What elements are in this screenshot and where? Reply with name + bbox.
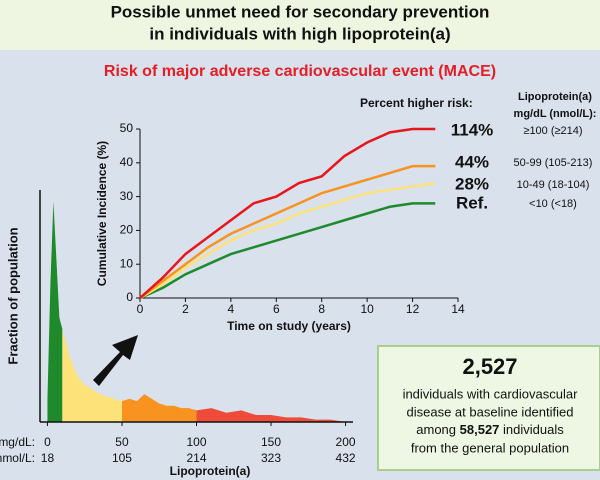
x-tick-label: 0 <box>44 435 51 449</box>
risk-label: 44% <box>455 152 489 171</box>
header-title: Possible unmet need for secondary preven… <box>111 2 490 21</box>
series-line <box>139 127 436 299</box>
x-tick-label: 6 <box>273 302 280 316</box>
info-box <box>377 345 600 471</box>
header-title: in individuals with high lipoprotein(a) <box>149 24 450 43</box>
legend-entry: 10-49 (18-104) <box>517 179 590 191</box>
distribution-area <box>62 329 122 422</box>
x-tick-label-nmol: 105 <box>112 451 132 465</box>
risk-label: Ref. <box>456 193 488 212</box>
x-tick-label: 150 <box>261 435 281 449</box>
y-tick-label: 10 <box>120 256 134 270</box>
x-tick-label: 4 <box>228 302 235 316</box>
x-tick-label: 100 <box>186 435 206 449</box>
x-tick-label-nmol: 432 <box>336 451 356 465</box>
legend-title: Lipoprotein(a) <box>518 91 592 103</box>
legend-heading: Percent higher risk: <box>360 96 473 110</box>
distribution-area <box>121 394 197 422</box>
info-number: 2,527 <box>462 354 517 379</box>
info-number-inline: 58,527 <box>460 422 500 437</box>
arrow <box>93 335 138 386</box>
x-axis-label: Lipoprotein(a) <box>170 464 251 478</box>
x-tick-label: 12 <box>406 302 420 316</box>
risk-label: 114% <box>451 120 494 139</box>
x-tick-label-nmol: 214 <box>186 451 206 465</box>
y-tick-label: 30 <box>120 189 134 203</box>
distribution-area <box>196 408 346 422</box>
y-axis-label: Cumulative Incidence (%) <box>95 141 109 286</box>
x-tick-label: 50 <box>115 435 129 449</box>
legend-entry: 50-99 (105-213) <box>514 157 593 169</box>
info-text: from the general population <box>411 440 569 455</box>
distribution-area <box>47 201 63 422</box>
x-tick-label-nmol: 18 <box>41 451 55 465</box>
y-tick-label: 40 <box>120 155 134 169</box>
legend-entry: ≥100 (≥214) <box>523 125 582 137</box>
header-band <box>0 0 600 50</box>
x-tick-label: 2 <box>182 302 189 316</box>
y-axis-label: Fraction of population <box>5 227 20 364</box>
x-tick-label: 10 <box>360 302 374 316</box>
series-line <box>139 202 436 300</box>
chart-title: Risk of major adverse cardiovascular eve… <box>104 63 496 80</box>
y-tick-label: 50 <box>120 121 134 135</box>
x-unit-label: mg/dL: <box>0 435 35 449</box>
x-unit-label: nmol/L: <box>0 451 35 465</box>
y-tick-label: 0 <box>126 290 133 304</box>
series-line <box>139 164 436 300</box>
y-tick-label: 20 <box>120 223 134 237</box>
x-tick-label-nmol: 323 <box>261 451 281 465</box>
info-text: individuals with cardiovascular <box>403 386 579 401</box>
legend-entry: <10 (<18) <box>529 198 577 210</box>
x-tick-label: 14 <box>451 302 465 316</box>
info-text: disease at baseline identified <box>407 404 574 419</box>
info-text: among 58,527 individuals <box>416 422 564 437</box>
x-axis-label: Time on study (years) <box>227 319 351 333</box>
legend-title: mg/dL (nmol/L): <box>514 108 597 120</box>
x-tick-label: 200 <box>336 435 356 449</box>
risk-label: 28% <box>455 174 489 193</box>
x-tick-label: 0 <box>137 302 144 316</box>
series-line <box>139 181 436 300</box>
info-text: individuals <box>499 422 564 437</box>
x-tick-label: 8 <box>318 302 325 316</box>
info-text: among <box>416 422 459 437</box>
